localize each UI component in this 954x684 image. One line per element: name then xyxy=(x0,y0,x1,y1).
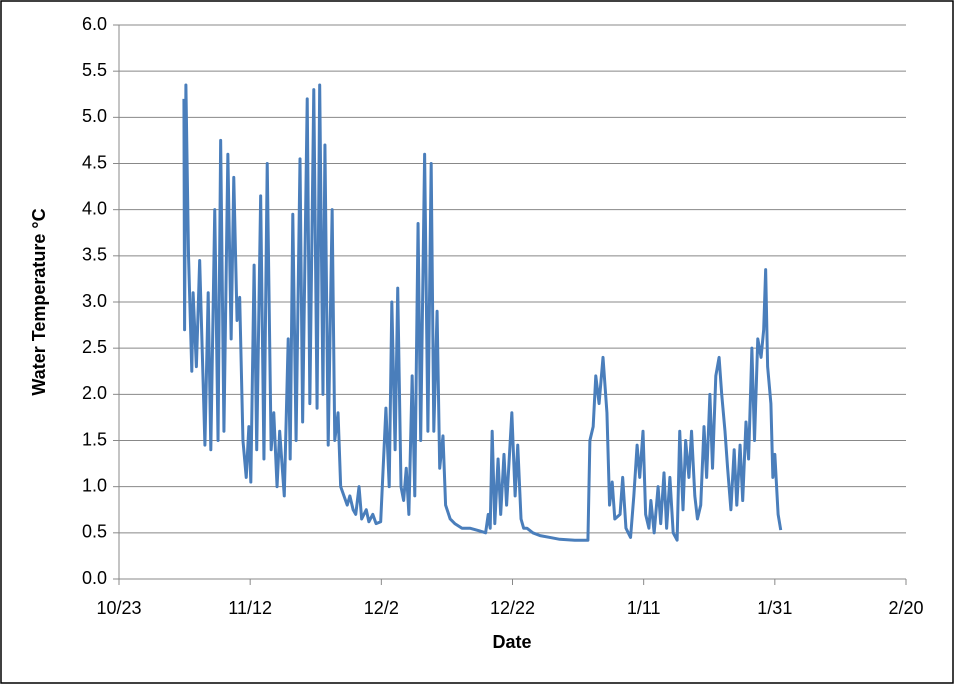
y-tick-label: 0.0 xyxy=(82,568,107,588)
y-tick-label: 5.0 xyxy=(82,106,107,126)
x-tick-label: 10/23 xyxy=(96,598,141,618)
y-tick-label: 2.5 xyxy=(82,337,107,357)
data-line xyxy=(182,83,783,542)
x-tick-label: 12/22 xyxy=(490,598,535,618)
x-tick-label: 2/20 xyxy=(888,598,923,618)
y-tick-label: 5.5 xyxy=(82,60,107,80)
x-axis-title: Date xyxy=(492,632,531,652)
y-tick-label: 4.5 xyxy=(82,152,107,172)
y-axis-title: Water Temperature °C xyxy=(29,208,49,395)
y-tick-label: 1.5 xyxy=(82,429,107,449)
y-tick-label: 3.0 xyxy=(82,291,107,311)
y-tick-label: 2.0 xyxy=(82,383,107,403)
x-tick-label: 1/11 xyxy=(627,598,661,618)
y-tick-label: 0.5 xyxy=(82,522,107,542)
y-tick-label: 1.0 xyxy=(82,475,107,495)
x-tick-label: 1/31 xyxy=(757,598,792,618)
x-tick-label: 11/12 xyxy=(228,598,272,618)
y-tick-label: 4.0 xyxy=(82,198,107,218)
x-tick-label: 12/2 xyxy=(364,598,399,618)
y-tick-label: 3.5 xyxy=(82,245,107,265)
y-tick-label: 6.0 xyxy=(82,14,107,34)
